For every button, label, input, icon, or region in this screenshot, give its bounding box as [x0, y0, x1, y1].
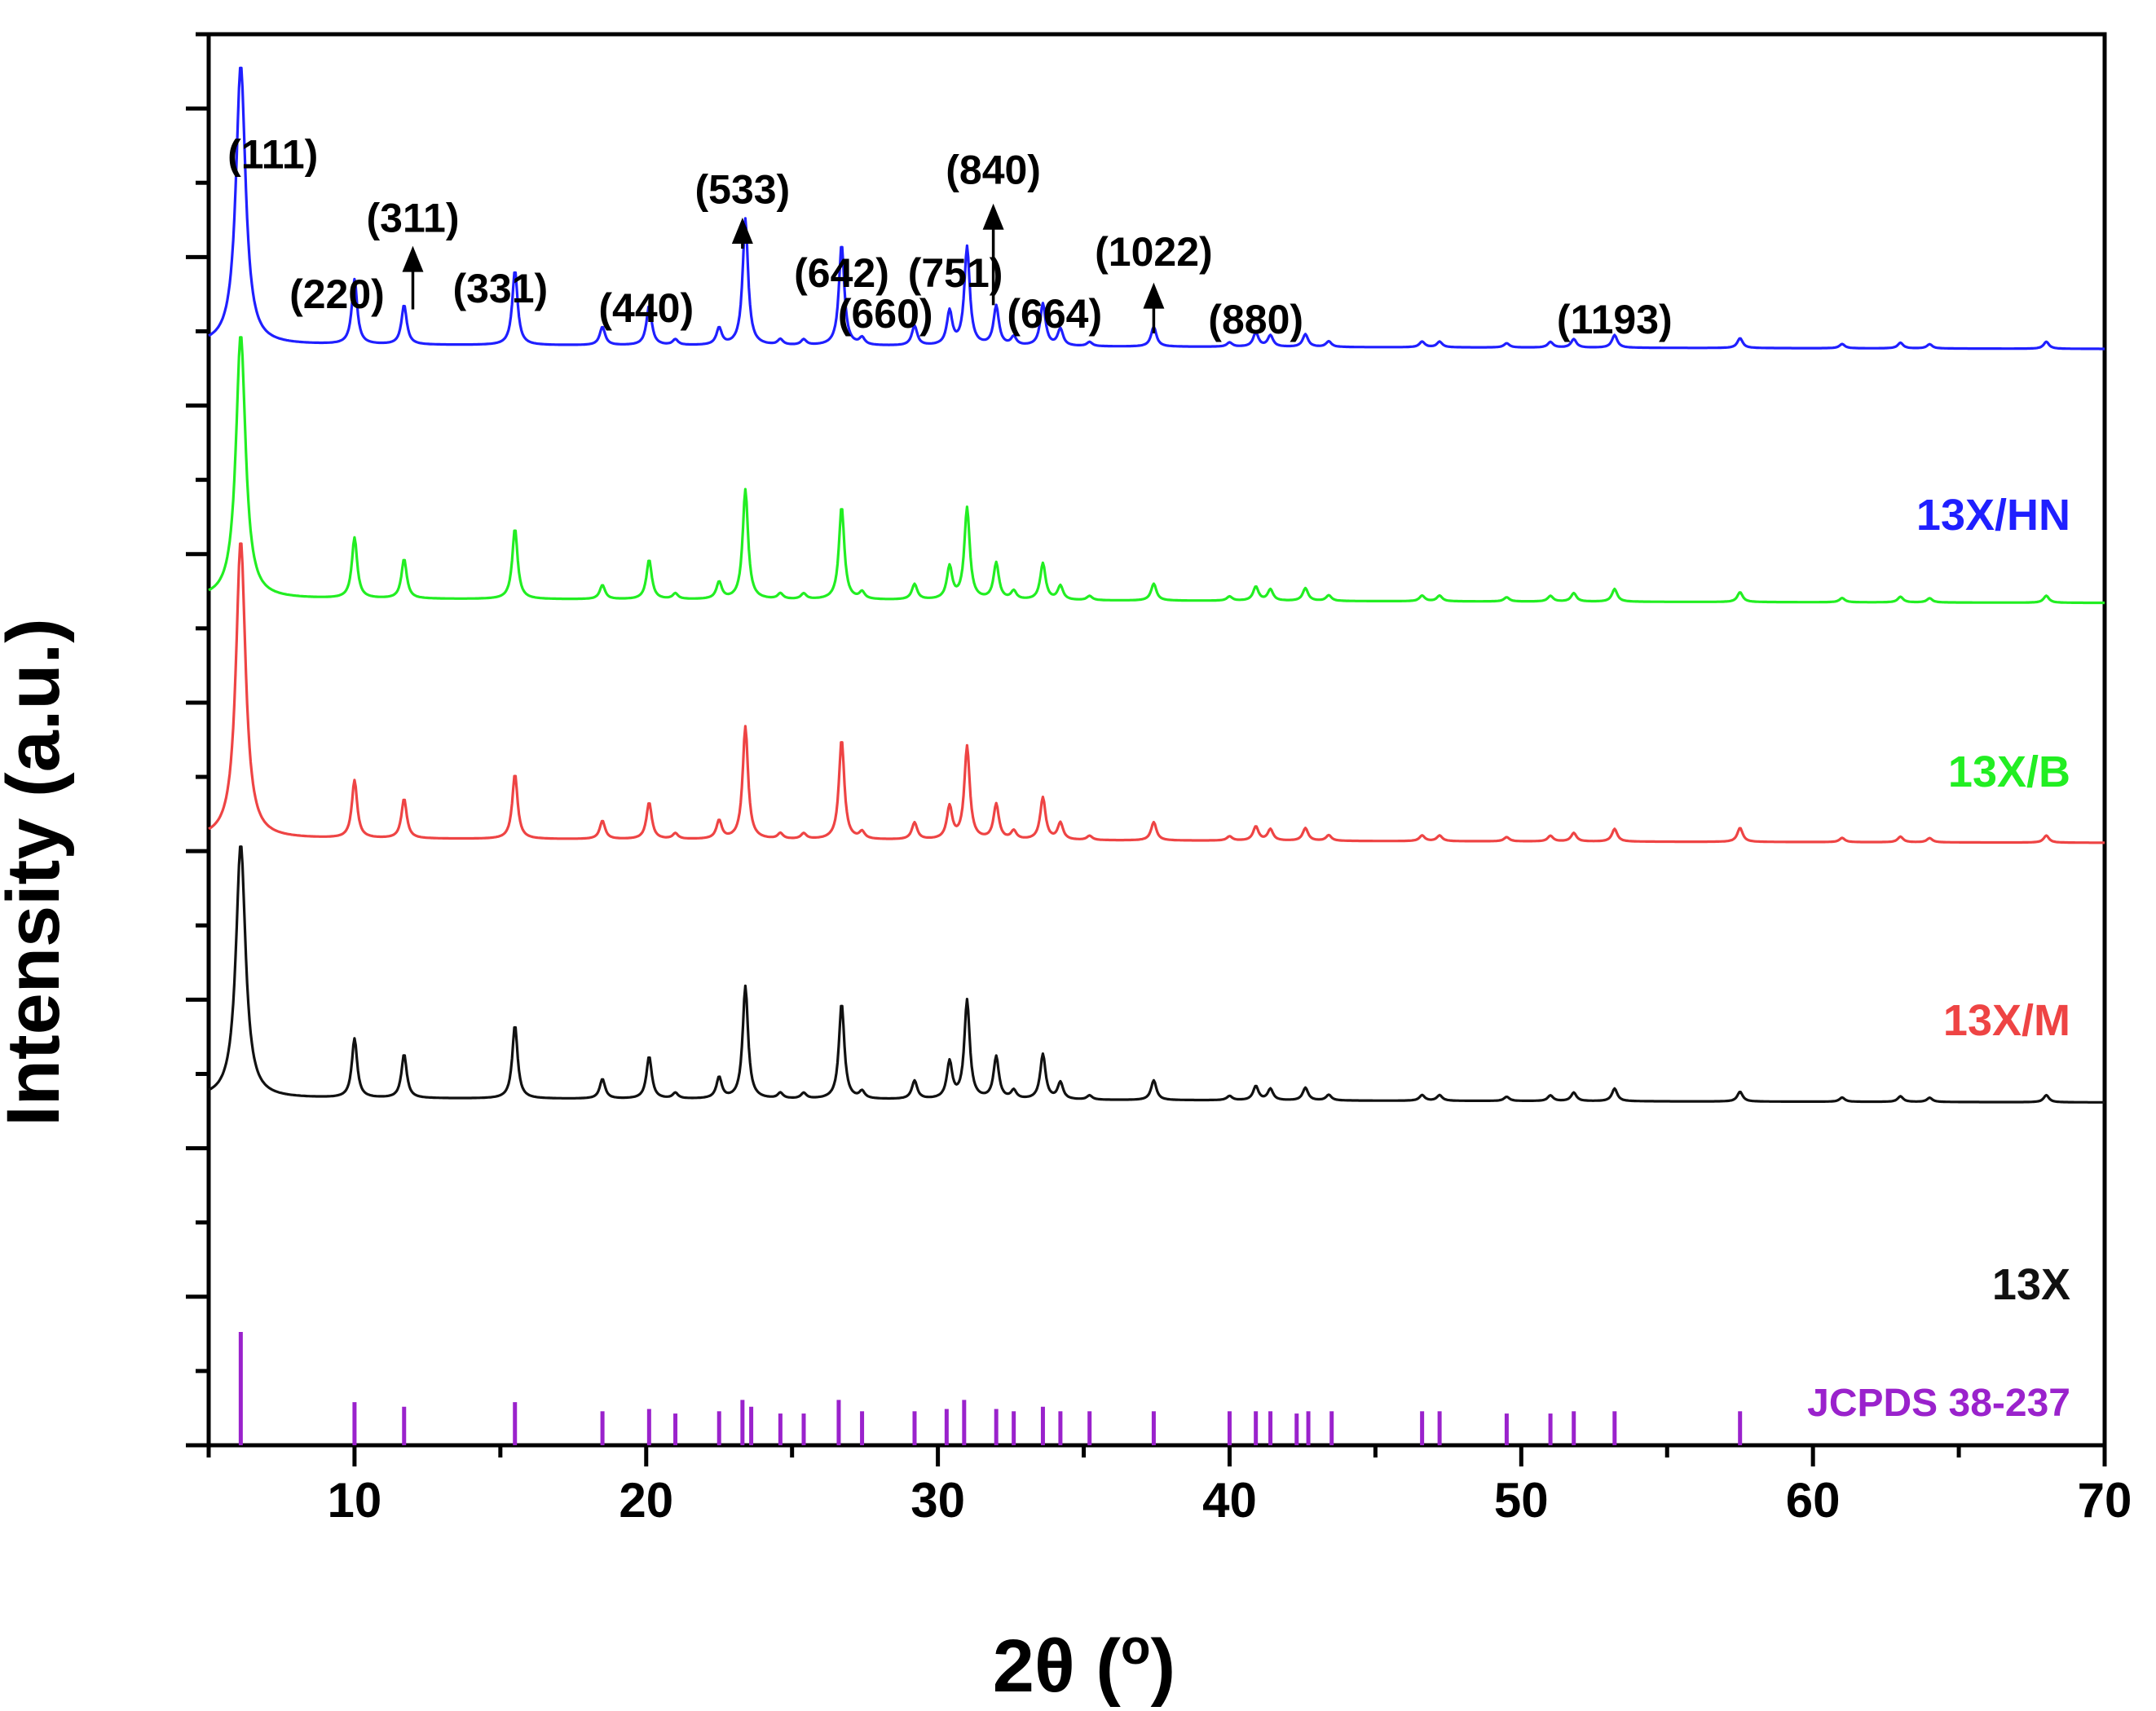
peak-arrow: [1143, 282, 1165, 333]
peak-arrow: [982, 203, 1004, 306]
axes-frame: [206, 32, 2107, 1448]
peak-label: (751): [908, 250, 1003, 296]
x-tick-label: 50: [1494, 1473, 1549, 1528]
series-label: 13X: [1992, 1260, 2070, 1309]
series-label: 13X/HN: [1916, 491, 2070, 540]
x-axis-title: 2θ (o): [993, 1620, 1175, 1708]
series-label: 13X/B: [1948, 747, 2070, 796]
x-tick-label: 70: [2078, 1473, 2132, 1528]
x-axis-title-close: ): [1151, 1625, 1176, 1708]
peak-label: (331): [452, 266, 548, 311]
y-axis-title: Intensity (a.u.): [0, 618, 75, 1127]
x-tick-label: 40: [1202, 1473, 1257, 1528]
x-axis-ticks: 10 20 30 40 50 60 70: [206, 1445, 2132, 1528]
series-line-13x: [208, 845, 2105, 1104]
peak-label: (1193): [1557, 297, 1673, 342]
peak-label: (880): [1208, 297, 1303, 342]
peak-label: (642): [794, 250, 889, 296]
series-line-13x-hn: [208, 66, 2105, 351]
x-tick-label: 20: [619, 1473, 673, 1528]
series-line-13x-b: [208, 336, 2105, 605]
x-tick-label: 10: [328, 1473, 382, 1528]
peak-label: (311): [367, 195, 460, 240]
x-axis-title-main: 2θ (: [993, 1625, 1121, 1708]
reference-pattern: JCPDS 38-237: [238, 1332, 2070, 1445]
peak-annotations: (111) (220) (311) (331) (440) (533)(642) (751)…: [227, 131, 1673, 342]
series-labels: 13X/HN 13X/B 13X/M 13X: [1916, 491, 2070, 1309]
x-tick-label: 60: [1786, 1473, 1841, 1528]
series-layer: [208, 66, 2105, 1104]
peak-label: (220): [289, 271, 385, 317]
y-axis-ticks: [186, 32, 209, 1448]
peak-label: (1022): [1095, 229, 1213, 275]
peak-arrow: [731, 218, 753, 249]
series-label: 13X/M: [1943, 996, 2070, 1045]
peak-arrow: [402, 245, 424, 310]
reference-label: JCPDS 38-237: [1807, 1382, 2070, 1425]
peak-label: (533): [694, 167, 790, 213]
peak-label: (840): [946, 147, 1041, 192]
x-tick-label: 30: [910, 1473, 965, 1528]
x-axis-title-degree: o: [1121, 1620, 1151, 1674]
peak-label: (660): [838, 291, 933, 337]
peak-label: (440): [598, 285, 694, 331]
peak-label: (664): [1007, 291, 1102, 337]
peak-label: (111): [227, 131, 318, 177]
series-line-13x-m: [208, 542, 2105, 844]
